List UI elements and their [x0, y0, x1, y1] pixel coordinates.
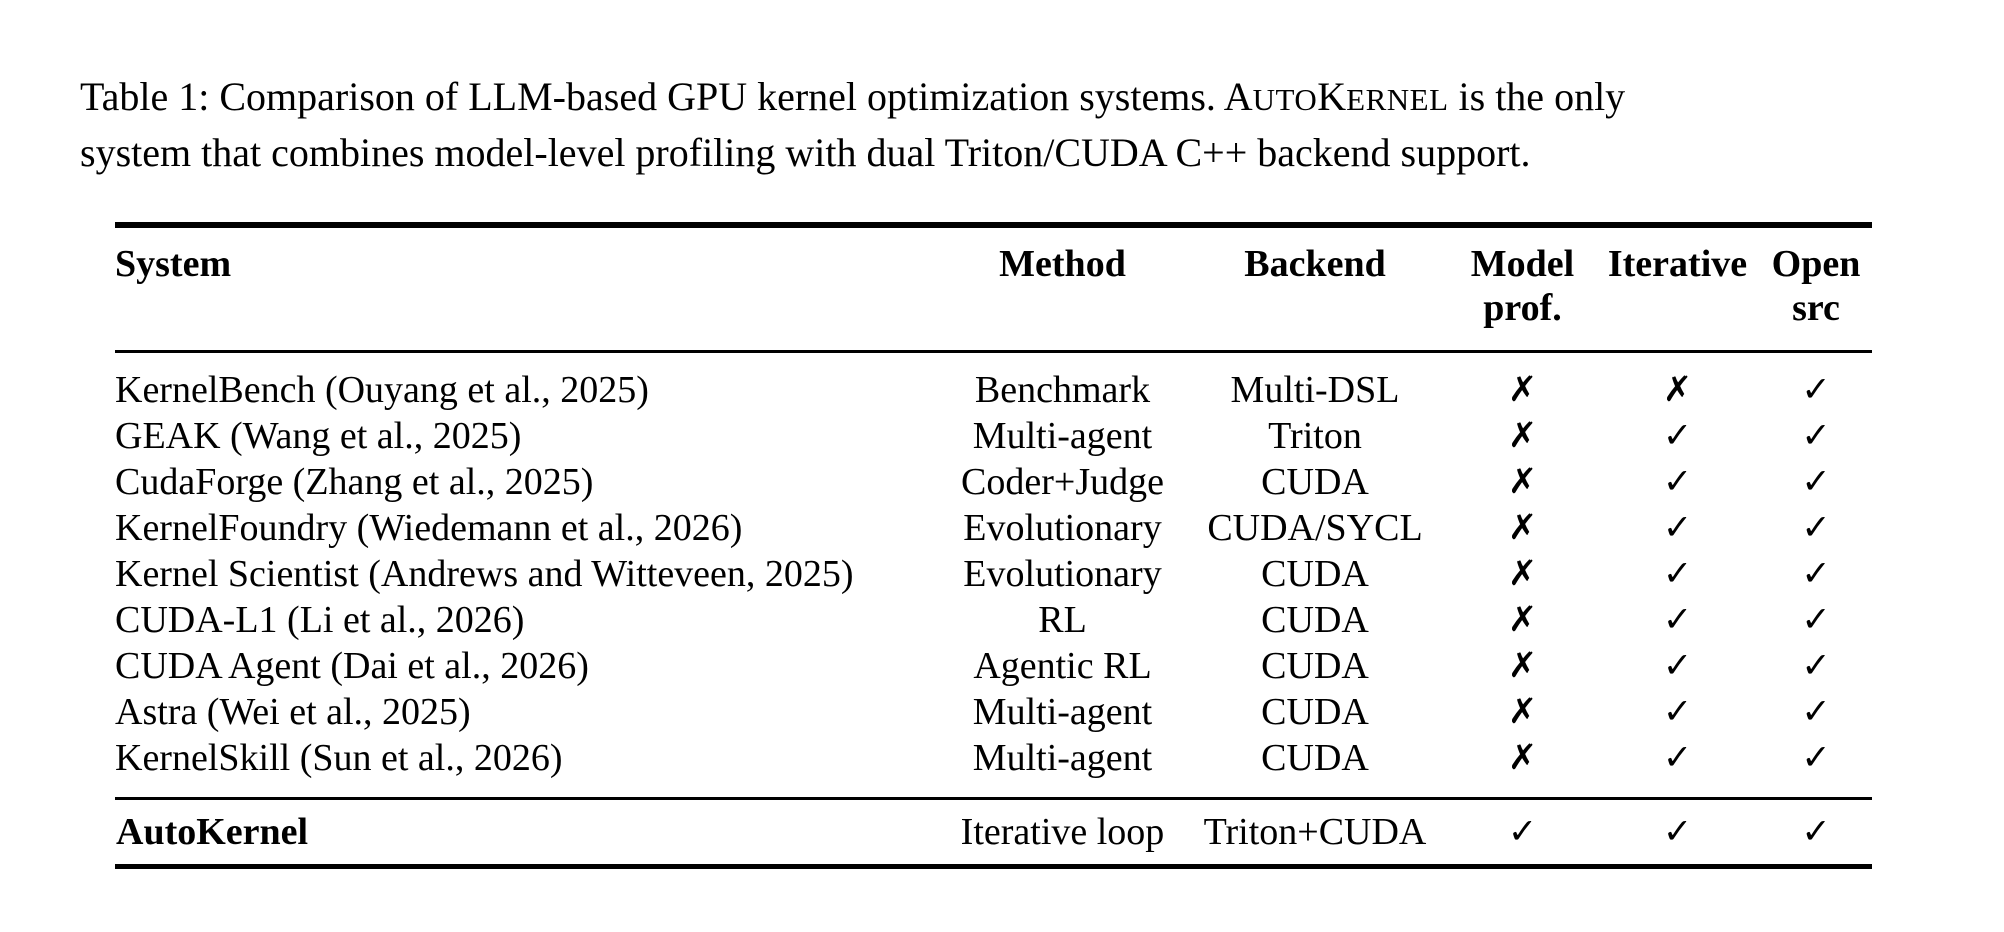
header-model-prof-line2: prof.: [1483, 287, 1562, 329]
system-cell: GEAK (Wang et al., 2025): [115, 415, 522, 457]
table-row: KernelSkill (Sun et al., 2026) Multi-age…: [115, 735, 1872, 799]
backend-cell: CUDA: [1261, 553, 1369, 595]
autokernel-smallcaps: AUTOKERNEL: [1224, 74, 1449, 119]
table-header-row: System Method Backend Model prof. Iterat…: [115, 225, 1872, 353]
table-row: Kernel Scientist (Andrews and Witteveen,…: [115, 551, 1872, 597]
backend-cell: Multi-DSL: [1230, 369, 1400, 411]
system-cell: CudaForge (Zhang et al., 2025): [115, 461, 594, 503]
check-mark: ✓: [1595, 797, 1760, 867]
table-caption: Table 1: Comparison of LLM-based GPU ker…: [80, 70, 1960, 179]
table-footer: AutoKernel Iterative loop Triton+CUDA ✓ …: [115, 797, 1872, 867]
table-body: KernelBench (Ouyang et al., 2025) Benchm…: [115, 352, 1872, 799]
check-mark: ✓: [1801, 554, 1831, 594]
caption-line-1: Table 1: Comparison of LLM-based GPU ker…: [80, 70, 1960, 126]
check-mark: ✓: [1801, 600, 1831, 640]
method-cell: Coder+Judge: [961, 461, 1164, 503]
smallcaps-uto: UTO: [1252, 82, 1318, 117]
system-cell: Astra (Wei et al., 2025): [115, 691, 471, 733]
cross-mark: ✗: [1507, 416, 1538, 456]
system-cell: Kernel Scientist (Andrews and Witteveen,…: [115, 553, 854, 595]
system-cell: KernelBench (Ouyang et al., 2025): [115, 369, 649, 411]
header-model-prof-line1: Model: [1470, 243, 1575, 285]
table-row: Astra (Wei et al., 2025) Multi-agent CUD…: [115, 689, 1872, 735]
backend-cell: CUDA: [1261, 461, 1369, 503]
table-row: KernelFoundry (Wiedemann et al., 2026) E…: [115, 505, 1872, 551]
check-mark: ✓: [1801, 646, 1831, 686]
table-row: GEAK (Wang et al., 2025) Multi-agent Tri…: [115, 413, 1872, 459]
header-open-src: Open src: [1760, 225, 1872, 353]
method-cell: Multi-agent: [972, 415, 1153, 457]
system-cell: CUDA Agent (Dai et al., 2026): [115, 645, 589, 687]
check-mark: ✓: [1801, 462, 1831, 502]
comparison-table: System Method Backend Model prof. Iterat…: [115, 222, 1872, 869]
cross-mark: ✗: [1507, 600, 1538, 640]
system-cell: KernelSkill (Sun et al., 2026): [115, 737, 563, 779]
cross-mark: ✗: [1507, 692, 1538, 732]
system-cell: KernelFoundry (Wiedemann et al., 2026): [115, 507, 743, 549]
backend-cell: CUDA: [1261, 691, 1369, 733]
check-mark: ✓: [1662, 738, 1693, 778]
method-cell: Evolutionary: [963, 553, 1162, 595]
caption-text-post: is the only: [1448, 74, 1626, 119]
backend-cell: CUDA: [1261, 737, 1369, 779]
header-backend-label: Backend: [1244, 243, 1386, 285]
smallcaps-ernel: ERNEL: [1346, 82, 1449, 117]
check-mark: ✓: [1801, 370, 1831, 410]
table-row: KernelBench (Ouyang et al., 2025) Benchm…: [115, 352, 1872, 414]
check-mark: ✓: [1662, 646, 1693, 686]
method-cell: Benchmark: [974, 369, 1151, 411]
check-mark: ✓: [1801, 416, 1831, 456]
check-mark: ✓: [1662, 462, 1693, 502]
backend-cell: Triton: [1268, 415, 1362, 457]
header-model-prof: Model prof.: [1450, 225, 1595, 353]
backend-cell: Triton+CUDA: [1180, 797, 1450, 867]
method-cell: Multi-agent: [972, 691, 1153, 733]
autokernel-row: AutoKernel Iterative loop Triton+CUDA ✓ …: [115, 797, 1872, 867]
cross-mark: ✗: [1507, 554, 1538, 594]
table-row: CudaForge (Zhang et al., 2025) Coder+Jud…: [115, 459, 1872, 505]
check-mark: ✓: [1662, 692, 1693, 732]
smallcaps-big-a: A: [1223, 74, 1253, 119]
backend-cell: CUDA/SYCL: [1207, 507, 1423, 549]
header-open-src-line1: Open: [1771, 243, 1861, 285]
method-cell: Multi-agent: [972, 737, 1153, 779]
check-mark: ✓: [1801, 738, 1831, 778]
smallcaps-big-k: K: [1317, 74, 1347, 119]
table-row: CUDA-L1 (Li et al., 2026) RL CUDA ✗ ✓ ✓: [115, 597, 1872, 643]
table-row: CUDA Agent (Dai et al., 2026) Agentic RL…: [115, 643, 1872, 689]
backend-cell: CUDA: [1261, 645, 1369, 687]
check-mark: ✓: [1662, 508, 1693, 548]
check-mark: ✓: [1662, 554, 1693, 594]
method-cell: Evolutionary: [963, 507, 1162, 549]
cross-mark: ✗: [1507, 738, 1538, 778]
method-cell: RL: [1038, 599, 1087, 641]
cross-mark: ✗: [1507, 508, 1538, 548]
header-method-label: Method: [999, 243, 1126, 285]
check-mark: ✓: [1662, 600, 1693, 640]
backend-cell: CUDA: [1261, 599, 1369, 641]
header-backend: Backend: [1180, 225, 1450, 353]
cross-mark: ✗: [1662, 370, 1693, 410]
check-mark: ✓: [1662, 416, 1693, 456]
header-open-src-line2: src: [1792, 287, 1840, 329]
check-mark: ✓: [1450, 797, 1595, 867]
header-system-label: System: [115, 243, 232, 285]
check-mark: ✓: [1801, 692, 1831, 732]
system-cell: AutoKernel: [115, 797, 945, 867]
check-mark: ✓: [1801, 508, 1831, 548]
caption-text-pre: Table 1: Comparison of LLM-based GPU ker…: [80, 74, 1224, 119]
cross-mark: ✗: [1507, 646, 1538, 686]
header-iterative-label: Iterative: [1607, 243, 1748, 285]
caption-line-2: system that combines model-level profili…: [80, 130, 1531, 175]
method-cell: Agentic RL: [973, 645, 1152, 687]
cross-mark: ✗: [1507, 370, 1538, 410]
header-method: Method: [945, 225, 1180, 353]
check-mark: ✓: [1760, 797, 1872, 867]
system-cell: CUDA-L1 (Li et al., 2026): [115, 599, 525, 641]
header-system: System: [115, 225, 945, 353]
cross-mark: ✗: [1507, 462, 1538, 502]
header-iterative: Iterative: [1595, 225, 1760, 353]
method-cell: Iterative loop: [945, 797, 1180, 867]
